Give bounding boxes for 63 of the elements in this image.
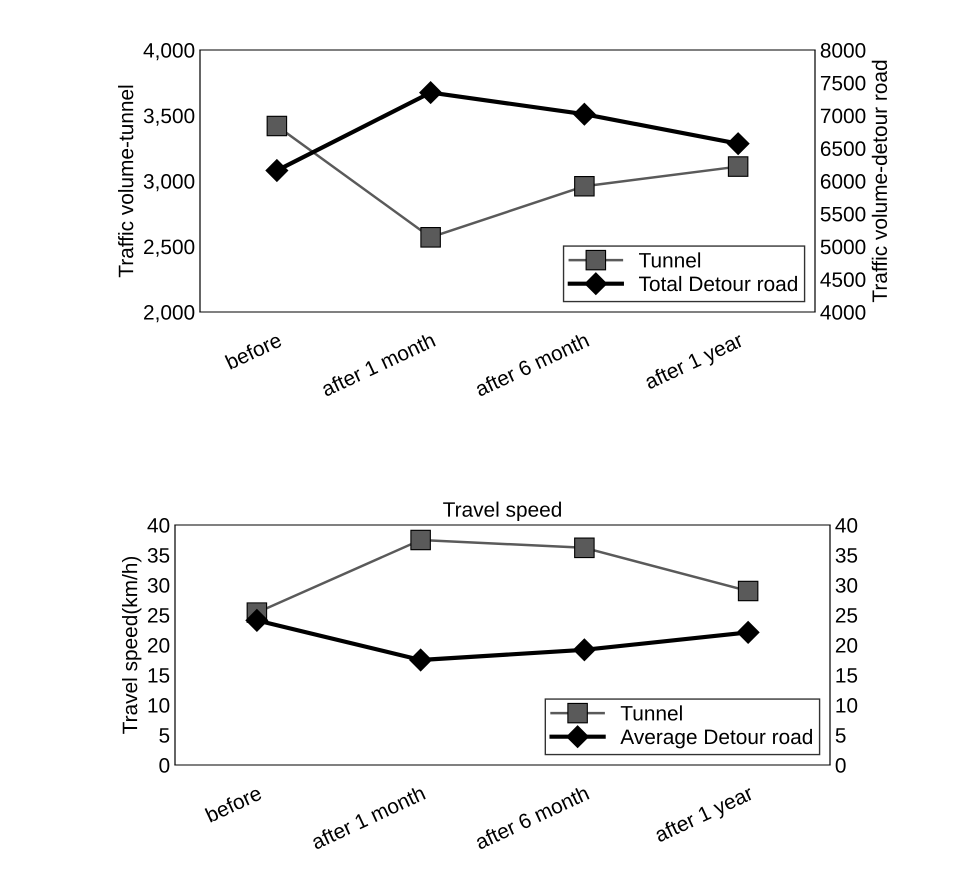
- y-tick-label: 2,500: [144, 240, 194, 257]
- x-tick-label: after 1 year: [653, 784, 756, 846]
- point: [419, 81, 442, 104]
- point: [420, 227, 441, 248]
- point: [266, 159, 288, 182]
- x-tick-label: after 1 month: [310, 785, 426, 850]
- y-tick-label: 40: [147, 518, 170, 533]
- y2-tick-label: 10: [836, 698, 858, 713]
- y2-tick-label: 8000: [820, 43, 866, 58]
- y2-tick-label: 15: [836, 668, 858, 683]
- point: [410, 530, 431, 550]
- y2-tick-label: 4500: [820, 272, 866, 288]
- y-tick-label: 15: [148, 668, 170, 683]
- y-tick-label: 20: [148, 638, 170, 653]
- y2-tick-label: 7000: [820, 108, 866, 124]
- point: [726, 132, 750, 156]
- y2-tick-label: 25: [836, 608, 858, 623]
- point: [266, 116, 288, 136]
- point: [738, 580, 758, 602]
- y-tick-label: 3,000: [144, 174, 194, 192]
- y2-axis-title: Traffic volume-detour road: [872, 60, 888, 302]
- y-tick-label: 35: [148, 548, 170, 563]
- y-tick-label: 4,000: [143, 43, 194, 60]
- y2-tick-label: 6500: [820, 141, 866, 156]
- y2-tick-label: 20: [836, 638, 858, 653]
- x-tick-label: after 1 year: [643, 332, 746, 394]
- x-tick-label: after 1 month: [320, 332, 436, 397]
- legend-label: Total Detour road: [639, 276, 798, 292]
- y2-tick-label: 5500: [820, 206, 866, 222]
- point: [574, 538, 595, 558]
- y2-tick-label: 40: [835, 518, 858, 533]
- chart-title: Travel speed: [443, 502, 561, 521]
- y-tick-label: 10: [148, 698, 170, 713]
- y-axis-title: Travel speed(km/h): [122, 556, 142, 734]
- legend-label: Average Detour road: [620, 728, 812, 748]
- y2-tick-label: 35: [836, 548, 858, 563]
- x-tick-label: before: [204, 784, 263, 823]
- legend-label: Tunnel: [639, 252, 700, 268]
- x-tick-label: after 6 month: [474, 332, 590, 397]
- y2-tick-label: 30: [836, 578, 858, 593]
- y-tick-label: 3,500: [144, 108, 194, 126]
- y-tick-label: 25: [148, 608, 170, 623]
- y-tick-label: 5: [159, 728, 170, 743]
- point: [573, 102, 596, 126]
- y2-tick-label: 7500: [820, 76, 866, 91]
- y2-tick-label: 4000: [820, 305, 866, 320]
- point: [409, 648, 432, 672]
- y2-tick-label: 5: [836, 728, 846, 743]
- point: [728, 156, 748, 177]
- point: [574, 176, 595, 197]
- y-tick-label: 2,000: [144, 305, 194, 322]
- y2-tick-label: 0: [836, 758, 846, 773]
- y-tick-label: 30: [148, 578, 170, 593]
- point: [736, 621, 760, 644]
- y2-tick-label: 5000: [820, 240, 866, 254]
- point: [246, 609, 268, 632]
- x-tick-label: before: [224, 332, 283, 370]
- y-tick-label: 0: [159, 758, 170, 773]
- legend-label: Tunnel: [620, 705, 682, 721]
- point: [573, 638, 596, 662]
- y2-tick-label: 6000: [820, 174, 866, 189]
- y-axis-title: Traffic volume-tunnel: [118, 86, 134, 278]
- x-tick-label: after 6 month: [474, 785, 590, 850]
